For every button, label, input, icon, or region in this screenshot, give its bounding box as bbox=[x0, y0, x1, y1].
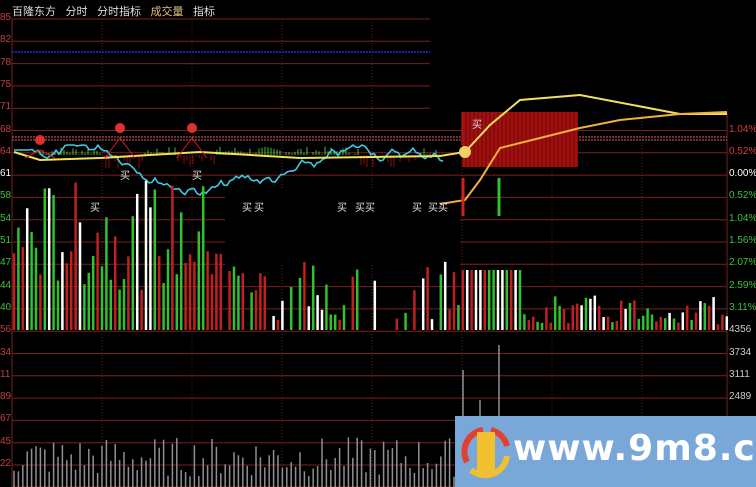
left-axis-label: 34 bbox=[0, 346, 12, 358]
buy-signal-label: 买 bbox=[242, 203, 252, 214]
left-axis-label: 68 bbox=[0, 123, 12, 135]
left-axis-label: 40 bbox=[0, 301, 12, 313]
left-axis-label: 11 bbox=[0, 368, 11, 380]
sell-marker-icon bbox=[187, 123, 197, 133]
right-axis-label: 3734 bbox=[729, 346, 752, 358]
left-axis-label: 54 bbox=[0, 212, 12, 224]
sell-marker-icon bbox=[35, 135, 45, 145]
peak-marker-line bbox=[176, 137, 208, 159]
peak-marker-line bbox=[24, 149, 56, 159]
buy-signal-label: 买 bbox=[90, 203, 100, 214]
left-axis-label: 75 bbox=[0, 78, 12, 90]
right-axis-label: 3.11% bbox=[729, 301, 756, 313]
right-axis-label: 2.59% bbox=[729, 279, 756, 291]
tab-intraday[interactable]: 分时 bbox=[65, 5, 88, 18]
blank-region bbox=[225, 190, 460, 265]
right-axis-label: 2489 bbox=[729, 391, 752, 403]
left-axis-label: 47 bbox=[0, 257, 12, 269]
price-line-rising bbox=[439, 111, 728, 205]
right-axis-label: 0.52% bbox=[729, 145, 756, 157]
smiley-icon bbox=[459, 146, 471, 158]
buy-signal-label: 买 bbox=[192, 171, 202, 182]
left-axis-label: 61 bbox=[0, 168, 12, 180]
right-axis-label: 3111 bbox=[729, 368, 750, 380]
tab-intraday-indicator[interactable]: 分时指标 bbox=[97, 5, 141, 18]
left-axis-label: 56 bbox=[0, 324, 12, 336]
left-axis-label: 58 bbox=[0, 190, 12, 202]
left-axis-label: 85 bbox=[0, 12, 12, 23]
left-axis-label: 44 bbox=[0, 279, 12, 291]
price-line bbox=[14, 143, 444, 197]
stock-name: 百隆东方 bbox=[12, 5, 56, 18]
buy-signal-label: 买 bbox=[412, 203, 422, 214]
right-axis-label: 1.04% bbox=[729, 123, 756, 135]
left-axis-label: 89 bbox=[0, 391, 12, 403]
right-axis-label: 0.52% bbox=[729, 190, 756, 202]
right-axis-label: 2.07% bbox=[729, 257, 756, 269]
watermark: www.9m8.cn bbox=[455, 416, 756, 487]
left-axis-label: 78 bbox=[0, 56, 12, 68]
left-axis-label: 64 bbox=[0, 145, 12, 157]
right-axis-label: 1.56% bbox=[729, 235, 756, 246]
left-axis-label: 71 bbox=[0, 101, 12, 113]
left-axis-label: 67 bbox=[0, 413, 12, 425]
buy-signal-label: 买买 bbox=[355, 203, 375, 214]
watermark-logo-icon bbox=[461, 427, 510, 479]
tab-volume[interactable]: 成交量 bbox=[150, 5, 184, 18]
left-axis-label: 51 bbox=[0, 235, 12, 246]
left-axis-label: 22 bbox=[0, 458, 12, 469]
sell-marker-icon bbox=[115, 123, 125, 133]
left-axis-label: 45 bbox=[0, 435, 12, 447]
watermark-text: www.9m8.cn bbox=[513, 428, 756, 469]
right-axis-label: 1.04% bbox=[729, 212, 756, 224]
buy-signal-label: 买 bbox=[254, 203, 264, 214]
buy-signal-label: 买 bbox=[337, 203, 347, 214]
chart-title-bar: 百隆东方 分时 分时指标 成交量 指标 bbox=[12, 3, 221, 19]
blank-region bbox=[430, 0, 756, 112]
left-axis-label: 82 bbox=[0, 34, 12, 46]
buy-signal-label: 买 bbox=[120, 171, 130, 182]
average-price-line bbox=[13, 93, 727, 162]
tab-indicator[interactable]: 指标 bbox=[193, 5, 215, 18]
right-axis-label: 0.00% bbox=[729, 168, 756, 180]
right-axis-label: 4356 bbox=[729, 324, 752, 336]
buy-signal-label: 买买 bbox=[428, 203, 448, 214]
buy-signal-label: 买 bbox=[472, 120, 482, 131]
peak-marker-line bbox=[104, 137, 136, 159]
